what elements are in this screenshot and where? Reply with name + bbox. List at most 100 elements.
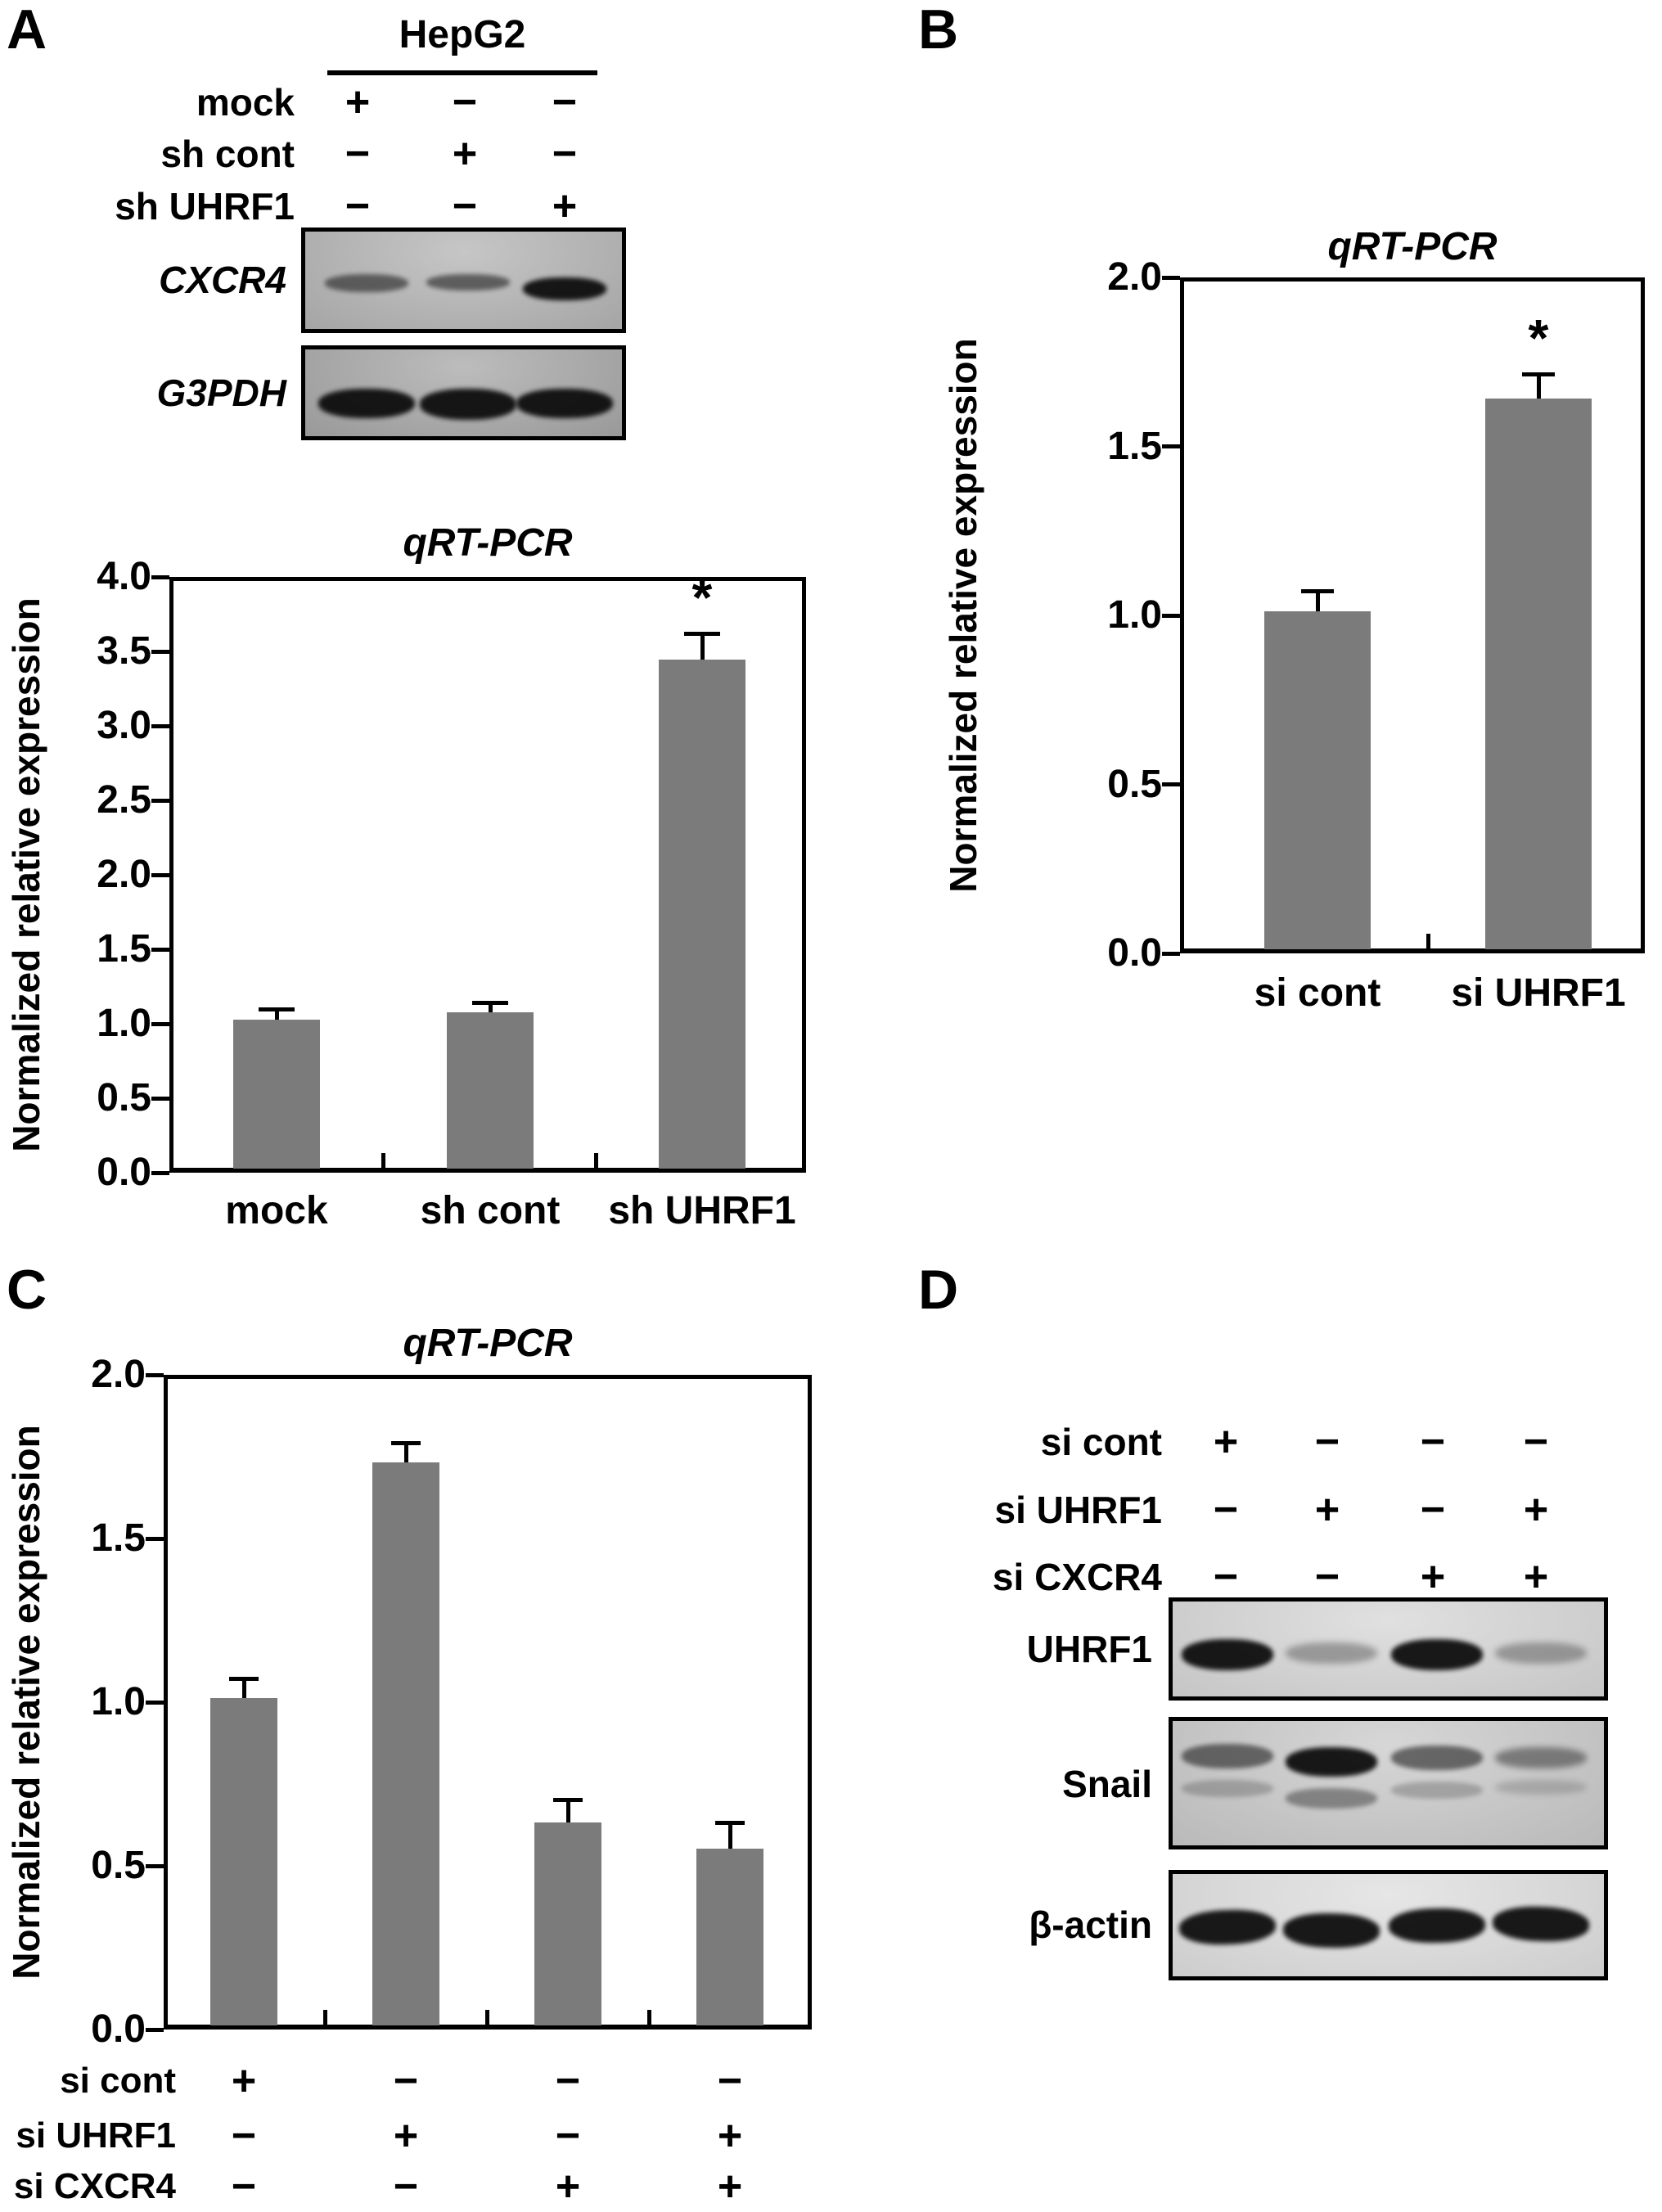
chart-b-ylabel-text: Normalized relative expression xyxy=(942,338,985,893)
x-category-label: si cont xyxy=(1254,971,1381,1015)
plus-minus-symbol: − xyxy=(1523,1418,1549,1466)
y-tick-label: 3.0 xyxy=(97,704,151,747)
gel-label-cxcr4: CXCR4 xyxy=(159,259,286,301)
plus-minus-symbol: − xyxy=(1314,1553,1340,1601)
plus-minus-symbol: − xyxy=(555,2112,581,2160)
plus-minus-symbol: + xyxy=(717,2163,743,2210)
x-boundary-tick xyxy=(323,2010,327,2025)
y-tick-mark xyxy=(151,873,169,877)
bar xyxy=(659,660,745,1169)
error-bar-stem xyxy=(242,1678,246,1698)
plus-minus-symbol: − xyxy=(452,182,478,230)
bar xyxy=(1485,399,1592,949)
error-bar-stem xyxy=(404,1443,408,1462)
error-bar-cap xyxy=(715,1821,745,1825)
y-tick-label: 2.5 xyxy=(97,778,151,822)
y-tick-mark xyxy=(146,2028,164,2032)
y-tick-mark xyxy=(146,1864,164,1868)
x-category-label: sh cont xyxy=(420,1189,561,1232)
x-boundary-tick xyxy=(381,1153,385,1168)
plus-minus-symbol: − xyxy=(717,2057,743,2105)
gel-label-g3pdh: G3PDH xyxy=(156,372,286,414)
gel-band-smear xyxy=(1391,1782,1483,1799)
error-bar-cap xyxy=(259,1007,295,1011)
condition-row-label: sh cont xyxy=(160,133,295,175)
condition-row-label: mock xyxy=(196,81,295,124)
plus-minus-symbol: − xyxy=(452,79,478,126)
gel-band xyxy=(1492,1904,1590,1944)
condition-row-label: sh UHRF1 xyxy=(115,185,295,228)
y-tick-label: 0.0 xyxy=(1107,931,1162,975)
plus-minus-symbol: + xyxy=(452,130,478,178)
plus-minus-symbol: + xyxy=(552,182,578,230)
y-tick-mark xyxy=(151,1097,169,1101)
chart-a-title: qRT-PCR xyxy=(403,521,573,565)
plus-minus-symbol: − xyxy=(393,2163,419,2210)
significance-asterisk: * xyxy=(691,568,713,627)
chart-a-ylabel-text: Normalized relative expression xyxy=(5,597,48,1152)
plus-minus-symbol: − xyxy=(1420,1486,1446,1534)
panel-b-label: B xyxy=(918,0,959,61)
chart-b-ylabel: Normalized relative expression xyxy=(941,277,985,953)
chart-a-ylabel: Normalized relative expression xyxy=(2,577,51,1173)
condition-row-label: si cont xyxy=(1040,1421,1162,1463)
gel-band xyxy=(1391,1639,1483,1670)
y-tick-label: 2.0 xyxy=(91,1353,146,1396)
error-bar-cap xyxy=(229,1677,259,1681)
x-category-label: sh UHRF1 xyxy=(608,1189,796,1232)
cell-line-header: HepG2 xyxy=(399,13,526,56)
bar xyxy=(696,1849,763,2025)
condition-row-label: si UHRF1 xyxy=(16,2115,176,2156)
blot-uhrf1 xyxy=(1169,1597,1608,1701)
gel-band-smear xyxy=(1495,1780,1587,1795)
error-bar-stem xyxy=(728,1822,732,1849)
y-tick-label: 2.0 xyxy=(1107,255,1162,299)
error-bar-stem xyxy=(1537,375,1541,399)
error-bar-cap xyxy=(1522,372,1555,376)
gel-g3pdh xyxy=(301,345,626,440)
blot-label-beta-actin: β-actin xyxy=(1029,1903,1152,1946)
chart-c-title: qRT-PCR xyxy=(403,1322,573,1365)
y-tick-mark xyxy=(1162,614,1180,618)
condition-row-label: si CXCR4 xyxy=(13,2166,176,2206)
cell-line-underline xyxy=(327,70,597,75)
panel-c-label: C xyxy=(7,1259,47,1321)
gel-band xyxy=(1182,1744,1273,1768)
x-category-label: mock xyxy=(225,1189,328,1232)
plus-minus-symbol: + xyxy=(1420,1553,1446,1601)
gel-band xyxy=(420,389,516,420)
y-tick-label: 0.5 xyxy=(91,1844,146,1887)
y-tick-mark xyxy=(151,650,169,654)
gel-band xyxy=(523,277,606,300)
plus-minus-symbol: − xyxy=(1314,1418,1340,1466)
gel-band xyxy=(318,389,415,418)
bar xyxy=(534,1822,601,2025)
plus-minus-symbol: − xyxy=(1213,1486,1239,1534)
gel-band-smear xyxy=(1182,1780,1273,1797)
gel-band xyxy=(1391,1746,1483,1770)
plus-minus-symbol: + xyxy=(231,2057,257,2105)
y-tick-label: 1.0 xyxy=(91,1680,146,1723)
gel-band xyxy=(1495,1642,1587,1664)
y-tick-label: 1.5 xyxy=(1107,425,1162,468)
y-tick-mark xyxy=(151,575,169,579)
condition-row-label: si CXCR4 xyxy=(992,1556,1162,1598)
bar xyxy=(372,1462,439,2025)
error-bar-cap xyxy=(553,1798,583,1802)
gel-band xyxy=(1495,1747,1587,1768)
y-tick-mark xyxy=(151,724,169,728)
y-tick-mark xyxy=(1162,276,1180,280)
error-bar-stem xyxy=(275,1009,279,1020)
gel-band xyxy=(1286,1747,1377,1777)
error-bar-cap xyxy=(391,1441,421,1445)
x-boundary-tick xyxy=(485,2010,489,2025)
gel-band xyxy=(325,274,408,292)
y-tick-mark xyxy=(1162,952,1180,956)
x-boundary-tick xyxy=(594,1153,598,1168)
blot-snail xyxy=(1169,1717,1608,1849)
y-tick-label: 3.5 xyxy=(97,629,151,673)
plus-minus-symbol: + xyxy=(1523,1486,1549,1534)
error-bar-stem xyxy=(489,1003,493,1012)
gel-cxcr4 xyxy=(301,228,626,333)
